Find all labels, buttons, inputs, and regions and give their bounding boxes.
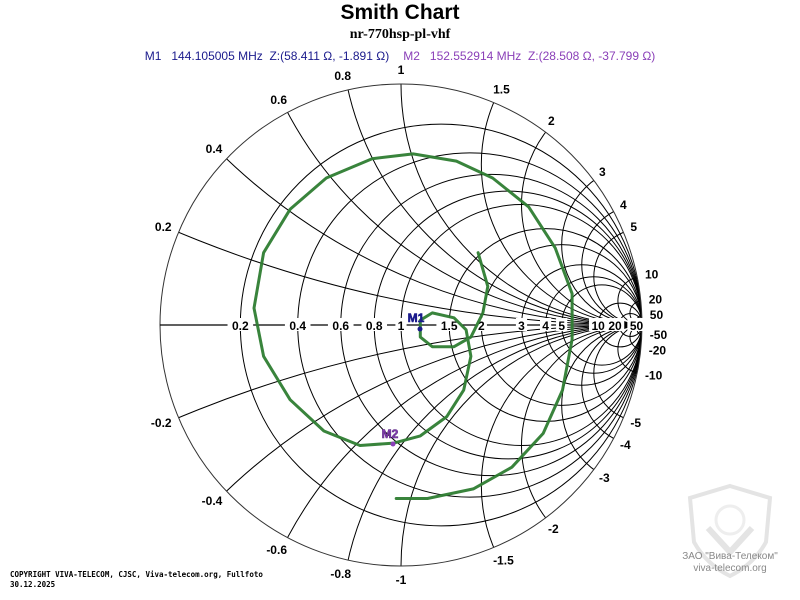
x-label: -0.6	[266, 543, 287, 557]
r-label: 50	[630, 319, 644, 333]
copyright-notice: COPYRIGHT VIVA-TELECOM, CJSC, Viva-telec…	[10, 570, 263, 590]
x-label: -50	[650, 328, 668, 342]
x-label: 1.5	[493, 83, 510, 97]
reactance-labels: 0.20.40.60.8 11.52345102050-0.2-0.4-0.6-0…	[151, 63, 668, 587]
r-label: 20	[608, 319, 622, 333]
x-label: -0.4	[202, 494, 223, 508]
watermark-company: ЗАО "Вива-Телеком"	[682, 551, 778, 562]
x-label: -2	[548, 522, 559, 536]
r-label: 1	[398, 319, 405, 333]
r-label: 0.6	[332, 319, 349, 333]
impedance-trace	[252, 152, 574, 500]
x-label: -3	[599, 471, 610, 485]
watermark-url: viva-telecom.org	[693, 563, 767, 574]
x-label: -0.8	[330, 567, 351, 581]
marker-readout: M1 144.105005 MHz Z:(58.411 Ω, -1.891 Ω)…	[0, 49, 800, 63]
x-label: -10	[645, 368, 663, 382]
r-label: 3	[518, 319, 525, 333]
x-label: 3	[599, 165, 606, 179]
x-label: -1.5	[493, 553, 514, 567]
r-label: 0.8	[366, 319, 383, 333]
r-label: 2	[478, 319, 485, 333]
resistance-labels: 0.2 0.4 0.6 0.8 1 1.5 2 3 4 5 10 20 50	[227, 318, 646, 333]
x-label: -0.2	[151, 416, 172, 430]
x-label: -1	[396, 573, 407, 587]
x-label: 0.6	[270, 93, 287, 107]
x-label: 20	[649, 293, 663, 307]
r-label: 0.2	[232, 319, 249, 333]
marker-m1[interactable]: M1	[407, 311, 425, 332]
x-label: -20	[649, 343, 667, 357]
chart-subtitle: nr-770hsp-pl-vhf	[349, 27, 451, 42]
r-label: 5	[558, 319, 565, 333]
x-label: 10	[645, 268, 659, 282]
marker-m2-readout: M2 152.552914 MHz Z:(28.508 Ω, -37.799 Ω…	[403, 49, 656, 63]
x-label: 1	[398, 63, 405, 77]
x-label: 0.8	[334, 69, 351, 83]
x-label: 0.4	[206, 142, 223, 156]
r-label: 0.4	[289, 319, 306, 333]
x-label: 2	[548, 114, 555, 128]
x-label: 4	[620, 198, 627, 212]
x-label: -4	[620, 438, 631, 452]
x-label: 50	[650, 308, 664, 322]
marker-m2-label: M2	[382, 427, 399, 441]
watermark-text: ЗАО "Вива-Телеком" viva-telecom.org	[660, 551, 800, 575]
viva-telecom-logo	[687, 483, 773, 579]
r-label: 4	[542, 319, 549, 333]
r-label: 1.5	[441, 319, 458, 333]
r-label: 10	[592, 319, 606, 333]
chart-title: Smith Chart	[340, 1, 460, 24]
x-label: 0.2	[155, 220, 172, 234]
copyright-date: 30.12.2025	[10, 580, 56, 589]
marker-m2[interactable]: M2	[381, 427, 399, 447]
copyright-line: COPYRIGHT VIVA-TELECOM, CJSC, Viva-telec…	[10, 570, 263, 579]
marker-m1-readout: M1 144.105005 MHz Z:(58.411 Ω, -1.891 Ω)	[144, 49, 390, 63]
marker-m1-label: M1	[408, 311, 425, 325]
x-label: 5	[630, 220, 637, 234]
x-label: -5	[630, 416, 641, 430]
